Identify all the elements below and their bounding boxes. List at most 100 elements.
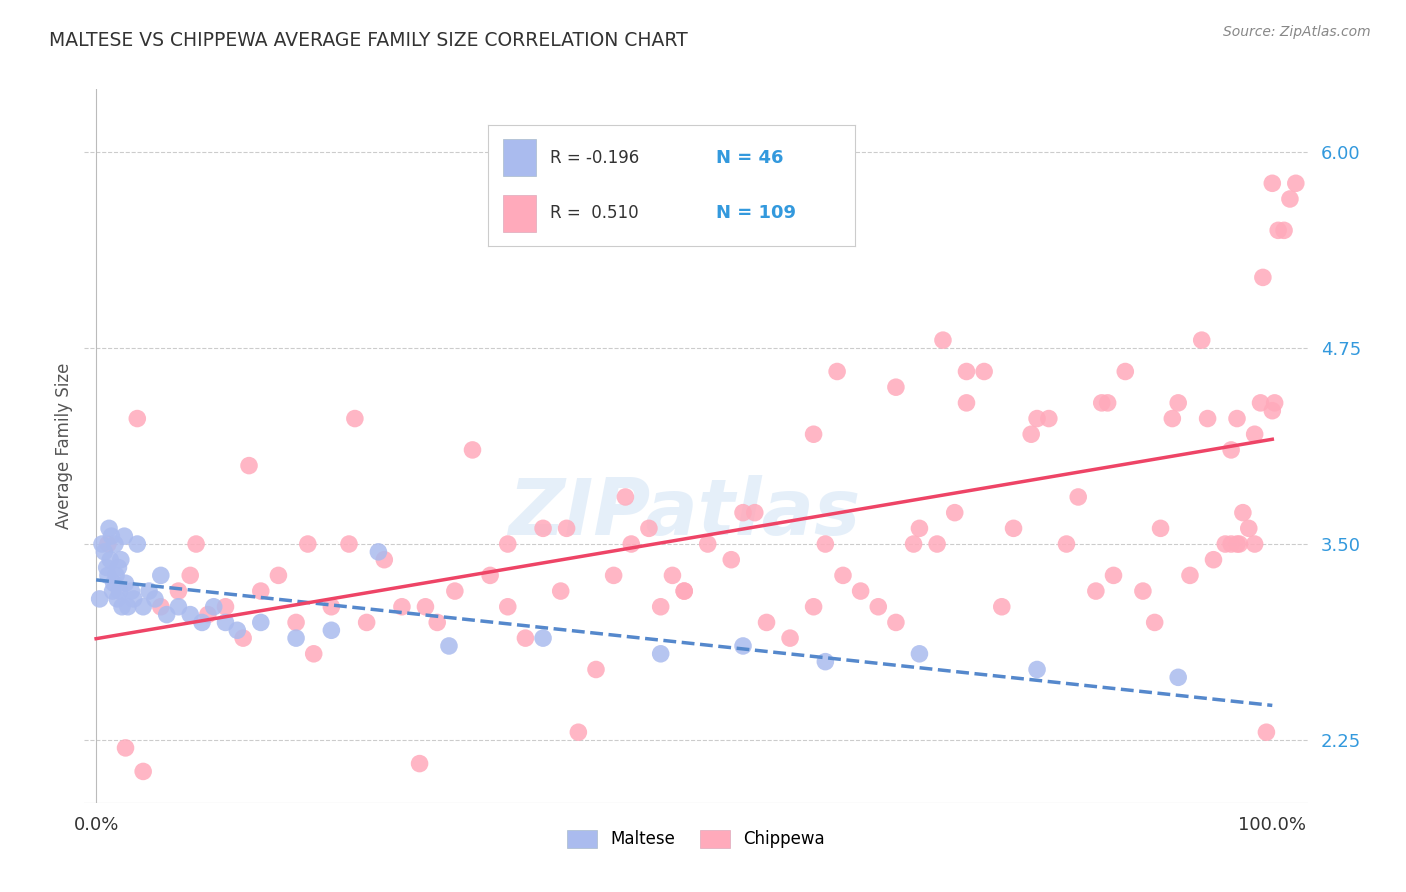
Point [1026, 663, 1049, 677]
Point [1197, 411, 1219, 425]
Point [832, 568, 855, 582]
Point [302, 647, 325, 661]
Point [356, 615, 378, 630]
Point [426, 615, 449, 630]
Point [673, 584, 696, 599]
Point [93, 545, 115, 559]
Point [197, 607, 219, 622]
Y-axis label: Average Family Size: Average Family Size [55, 363, 73, 529]
Point [232, 631, 254, 645]
Point [104, 537, 127, 551]
Point [567, 725, 589, 739]
Point [343, 411, 366, 425]
Point [1132, 584, 1154, 599]
Point [849, 584, 872, 599]
Point [1161, 411, 1184, 425]
Point [415, 599, 437, 614]
Point [868, 599, 890, 614]
Point [1227, 537, 1250, 551]
Point [114, 740, 136, 755]
Point [1019, 427, 1042, 442]
Point [138, 584, 160, 599]
Point [1149, 521, 1171, 535]
Point [107, 560, 129, 574]
Point [744, 506, 766, 520]
Point [720, 552, 742, 566]
Point [496, 537, 519, 551]
Point [373, 552, 395, 566]
Point [1102, 568, 1125, 582]
Point [127, 411, 149, 425]
Point [238, 458, 260, 473]
Text: MALTESE VS CHIPPEWA AVERAGE FAMILY SIZE CORRELATION CHART: MALTESE VS CHIPPEWA AVERAGE FAMILY SIZE … [49, 31, 688, 50]
Point [108, 584, 131, 599]
Point [1226, 411, 1249, 425]
Point [531, 521, 554, 535]
Text: ZIPatlas: ZIPatlas [508, 475, 860, 550]
Point [112, 529, 135, 543]
Legend: Maltese, Chippewa: Maltese, Chippewa [560, 823, 832, 855]
Point [1084, 584, 1107, 599]
Point [638, 521, 661, 535]
Point [120, 584, 142, 599]
Point [391, 599, 413, 614]
Point [620, 537, 643, 551]
Point [103, 576, 125, 591]
Point [1251, 270, 1274, 285]
Point [1038, 411, 1060, 425]
Point [91, 537, 114, 551]
Point [555, 521, 578, 535]
Point [1178, 568, 1201, 582]
Point [1226, 537, 1249, 551]
Point [285, 631, 308, 645]
Point [111, 599, 134, 614]
Point [461, 442, 484, 457]
Point [696, 537, 718, 551]
Point [202, 599, 225, 614]
Point [585, 663, 607, 677]
Point [550, 584, 572, 599]
Point [943, 506, 966, 520]
Point [496, 599, 519, 614]
Point [803, 599, 825, 614]
Point [1256, 725, 1278, 739]
Point [249, 584, 271, 599]
Point [1002, 521, 1025, 535]
Point [408, 756, 430, 771]
Point [179, 568, 201, 582]
Point [814, 655, 837, 669]
Point [1243, 427, 1265, 442]
Point [110, 552, 132, 566]
Point [779, 631, 801, 645]
Point [117, 599, 139, 614]
Point [226, 624, 249, 638]
Point [97, 537, 120, 551]
Point [101, 584, 124, 599]
Point [1278, 192, 1301, 206]
Point [731, 639, 754, 653]
Point [249, 615, 271, 630]
Point [114, 576, 136, 591]
Point [1067, 490, 1090, 504]
Point [1285, 176, 1308, 190]
Point [1267, 223, 1289, 237]
Point [1232, 506, 1254, 520]
Point [1202, 552, 1225, 566]
Point [321, 624, 343, 638]
Point [814, 537, 837, 551]
Point [98, 552, 121, 566]
Point [214, 599, 236, 614]
Point [149, 599, 172, 614]
Point [991, 599, 1014, 614]
Point [531, 631, 554, 645]
Point [143, 591, 166, 606]
Point [955, 364, 977, 378]
Point [1261, 176, 1284, 190]
Point [908, 647, 931, 661]
Point [1261, 403, 1284, 417]
Point [337, 537, 360, 551]
Point [167, 599, 190, 614]
Point [1213, 537, 1236, 551]
Point [100, 529, 122, 543]
Point [884, 380, 907, 394]
